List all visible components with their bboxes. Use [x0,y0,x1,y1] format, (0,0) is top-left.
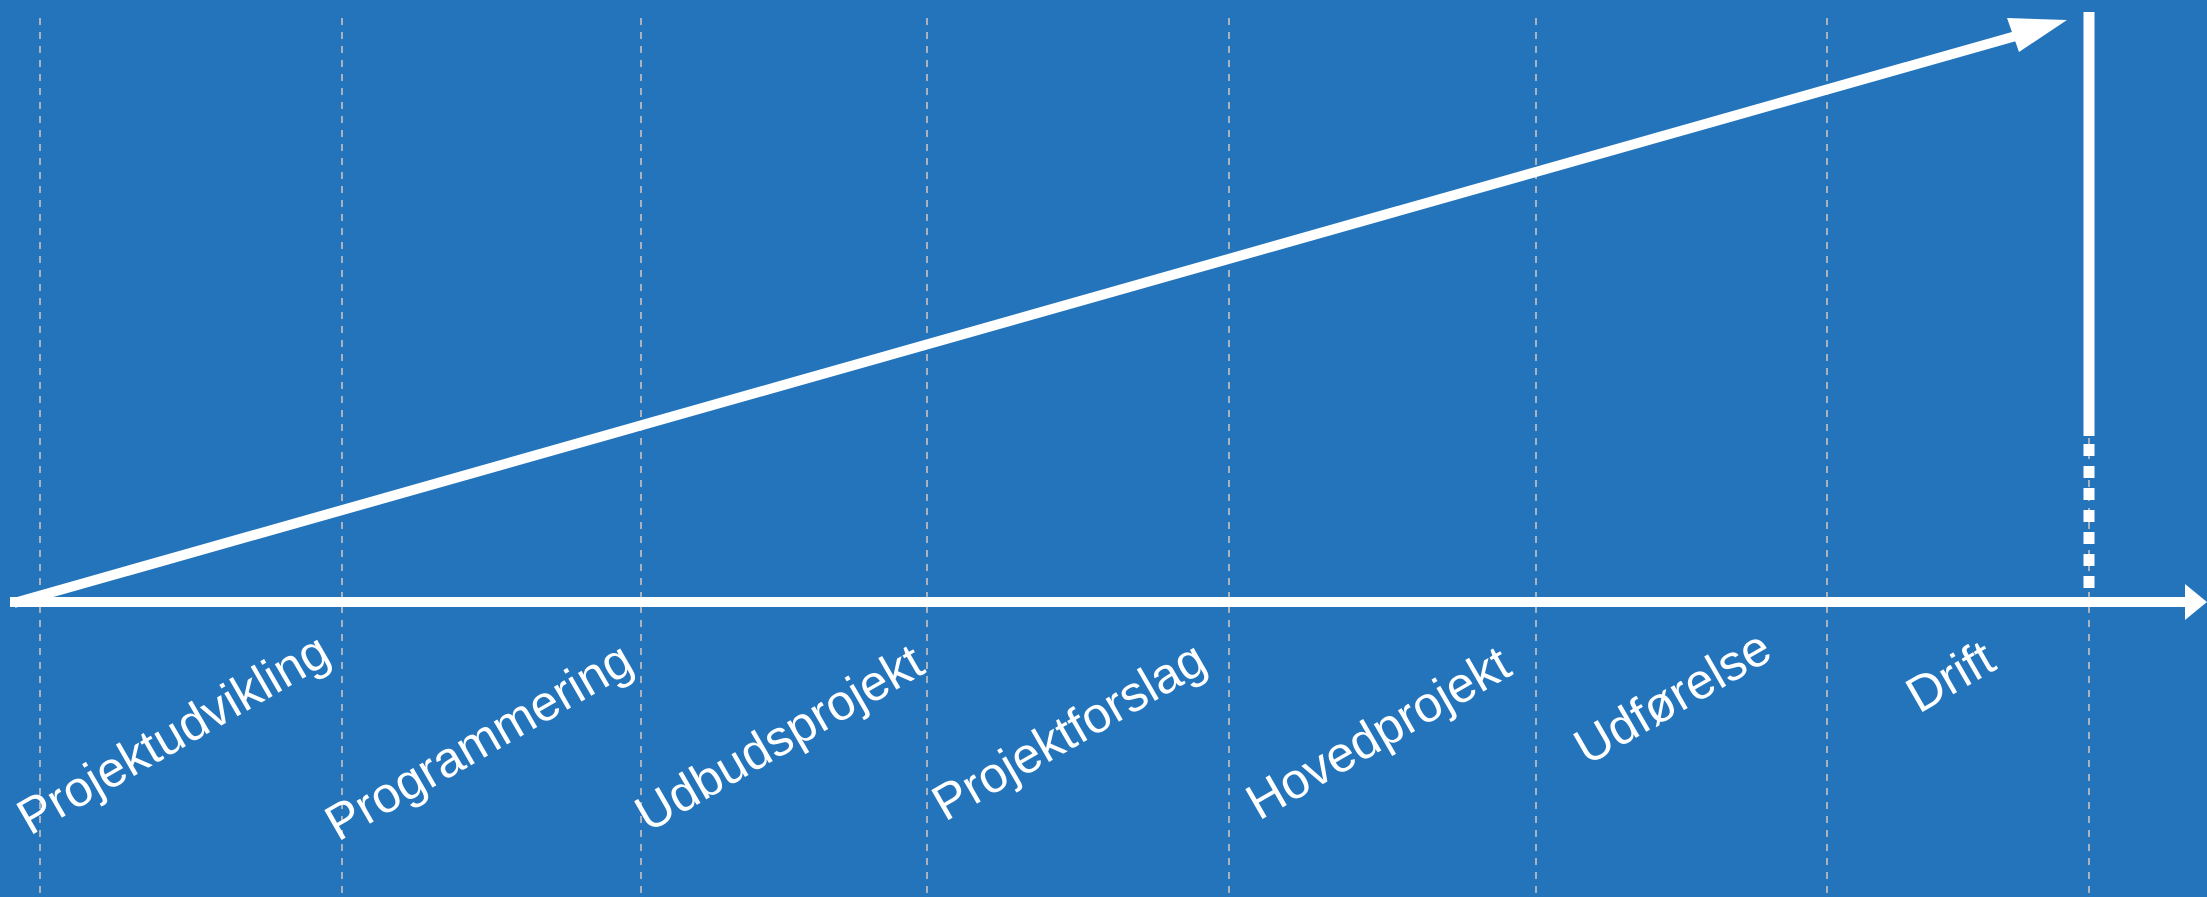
phase-label: Udbudsprojekt [626,633,933,843]
phase-guides [39,18,2090,897]
phase-label: Projektudvikling [8,622,339,846]
time-axis [10,584,2207,620]
time-axis-arrowhead-icon [2185,584,2207,620]
phase-label: Udførelse [1565,619,1781,776]
phase-label: Drift [1897,629,2004,723]
rising-arrow-arrowhead-icon [2007,18,2067,52]
phase-label: Hovedprojekt [1237,635,1520,831]
phase-label: Programmering [316,631,642,852]
phase-label: Projektforslag [923,630,1216,831]
rising-arrow [12,18,2067,608]
rising-arrow-line [12,27,2032,608]
phase-labels: Projektudvikling Programmering Udbudspro… [8,619,2004,852]
